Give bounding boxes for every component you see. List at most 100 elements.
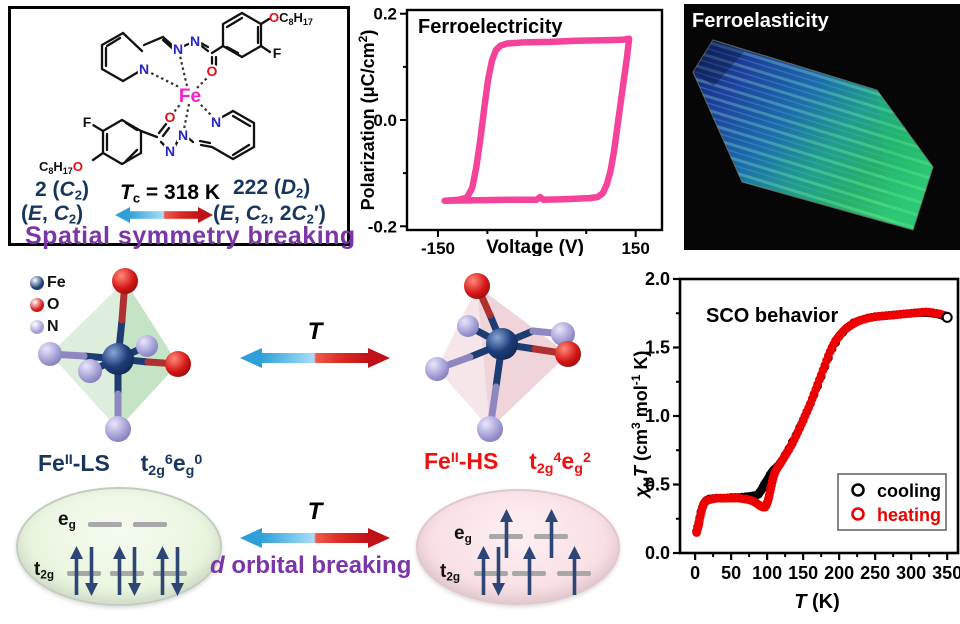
svg-text:0: 0 [690, 563, 700, 583]
ferroelasticity-title: Ferroelasticity [692, 10, 829, 32]
electron-arrows-u [514, 546, 544, 596]
fe-atom-label: Fe [179, 86, 201, 107]
ferro-x-axis-label: Voltage (V) [486, 237, 584, 256]
svg-text:0.5: 0.5 [645, 475, 670, 495]
svg-text:1.0: 1.0 [645, 406, 670, 426]
hs-caption: FeII-HS t2g4eg2 [424, 448, 591, 477]
t2g-orbital-level [110, 571, 144, 576]
svg-text:200: 200 [824, 563, 854, 583]
ferroelectricity-title: Ferroelectricity [418, 16, 563, 38]
ls-octahedron [38, 268, 191, 442]
temperature-gradient-arrow-small [115, 207, 213, 223]
molecule-structure-drawing: N N N O O N N N F F Fe OC8H17 C8H17O [39, 10, 313, 176]
electron-arrows-ud [476, 546, 506, 596]
electron-arrows-u [491, 509, 521, 559]
o-atom-sphere [165, 351, 191, 377]
ls-caption: FeII-LS t2g6eg0 [38, 450, 203, 479]
svg-text:150: 150 [788, 563, 818, 583]
fe-sphere-icon [30, 276, 44, 290]
t2g-orbital-level [67, 571, 101, 576]
svg-text:2.0: 2.0 [645, 269, 670, 289]
electron-arrows-ud [69, 546, 99, 596]
o-atom-sphere [464, 273, 490, 299]
cooling-legend-label: cooling [877, 481, 941, 501]
t2g-label: t2g [34, 559, 55, 582]
electron-arrows-ud [155, 546, 185, 596]
d-orbital-breaking-caption: d orbital breaking [210, 552, 412, 579]
n-atom-sphere [78, 359, 102, 383]
ferroelectricity-chart: Ferroelectricity Polarization (μC/cm2) V… [356, 5, 664, 256]
eg-label: eg [58, 509, 76, 532]
t2g-orbital-level [153, 571, 187, 576]
electron-arrows-u [536, 509, 566, 559]
svg-text:300: 300 [896, 563, 926, 583]
phase-ls-symmetry: 2 (C2) [35, 178, 89, 203]
molecule-panel: N N N O O N N N F F Fe OC8H17 C8H17O 2 (… [8, 6, 355, 250]
phase-hs-symmetry: 222 (D2) [233, 176, 311, 201]
n-atom-sphere [425, 357, 449, 381]
svg-text:0.0: 0.0 [645, 543, 670, 563]
hs-orbital-diagram: eg t2g [416, 489, 620, 605]
temperature-symbol: T [307, 318, 323, 345]
temperature-gradient-arrow [240, 528, 390, 548]
eg-label: eg [454, 523, 472, 546]
svg-text:-150: -150 [421, 239, 455, 256]
svg-text:0: 0 [532, 239, 541, 256]
n-atom-label: N [211, 114, 221, 130]
ferroelastic-crystal-photo [692, 39, 934, 231]
legend-fe: Fe [30, 272, 66, 294]
cooling-marker-icon [851, 483, 865, 497]
sco-title: SCO behavior [706, 305, 838, 327]
heating-marker-icon [851, 507, 865, 521]
n-atom-sphere [551, 322, 575, 346]
o-atom-sphere [555, 341, 581, 367]
svg-text:1.5: 1.5 [645, 338, 670, 358]
svg-text:150: 150 [621, 239, 649, 256]
f-atom-label: F [83, 114, 92, 130]
electron-arrows-ud [112, 546, 142, 596]
hs-octahedron [425, 273, 581, 442]
svg-text:0.2: 0.2 [373, 5, 397, 24]
sco-chart: SCO behavior χMT (cm3 mol-1 K) T (K) 0 50… [630, 269, 960, 613]
t2g-orbital-level [474, 571, 508, 576]
octyloxy-top-label: OC8H17 [269, 10, 313, 27]
eg-orbital-level [133, 522, 167, 527]
fe-atom-sphere [486, 328, 518, 360]
transition-temperature: Tc = 318 K [120, 181, 221, 206]
svg-text:350: 350 [932, 563, 960, 583]
n-sphere-icon [30, 320, 44, 334]
o-atom-label: O [207, 63, 218, 79]
atom-color-legend: Fe O N [30, 272, 66, 338]
legend-n: N [30, 316, 66, 338]
svg-text:0.0: 0.0 [373, 111, 397, 130]
temperature-arrow-lower: T [240, 498, 390, 555]
svg-text:50: 50 [721, 563, 741, 583]
n-atom-sphere [477, 416, 503, 442]
spatial-symmetry-caption: Spatial symmetry breaking [25, 222, 356, 250]
electron-arrows-u [559, 546, 589, 596]
n-atom-label: N [139, 61, 149, 77]
ferro-y-axis-label: Polarization (μC/cm2) [356, 30, 378, 211]
svg-text:-0.2: -0.2 [368, 217, 397, 236]
phase-hs-elements: (E, C2, 2C2′) [213, 202, 326, 227]
o-atom-label: O [165, 109, 176, 125]
sco-legend: cooling heating [837, 473, 947, 531]
temperature-arrow-upper: T [240, 318, 390, 375]
f-atom-label: F [273, 45, 282, 61]
octyloxy-bottom-label: C8H17O [39, 159, 83, 176]
svg-text:100: 100 [752, 563, 782, 583]
t2g-label: t2g [440, 561, 461, 584]
n-atom-label: N [190, 33, 200, 49]
ferroelasticity-panel: Ferroelasticity [684, 4, 960, 250]
legend-o: O [30, 294, 66, 316]
ls-orbital-diagram: eg t2g [16, 487, 222, 606]
o-sphere-icon [30, 298, 44, 312]
n-atom-sphere [105, 416, 131, 442]
n-atom-label: N [178, 127, 188, 143]
n-atom-label: N [165, 143, 175, 159]
svg-text:250: 250 [860, 563, 890, 583]
phase-ls-elements: (E, C2) [21, 202, 84, 227]
sco-x-axis-label: T (K) [794, 591, 840, 613]
temperature-symbol: T [307, 498, 323, 525]
